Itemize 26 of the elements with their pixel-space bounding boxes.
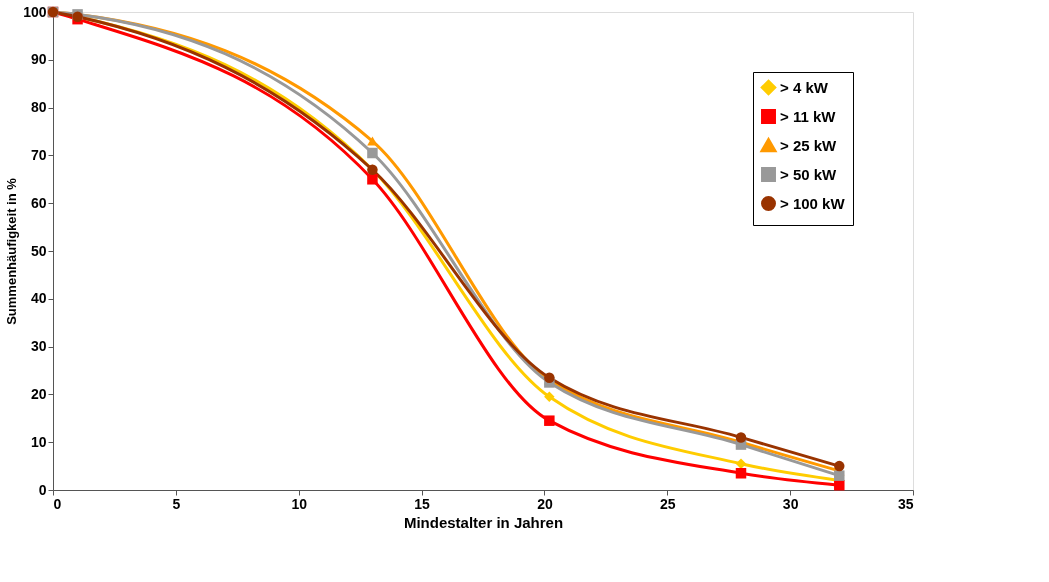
y-tick-label: 100 (23, 3, 47, 20)
legend-label: > 50 kW (780, 165, 838, 183)
legend-label: > 25 kW (780, 136, 838, 154)
y-tick-label: 0 (38, 481, 47, 498)
y-tick-label: 20 (30, 385, 47, 402)
y-tick-label: 50 (30, 242, 47, 259)
y-tick-label: 70 (30, 146, 47, 163)
x-tick-label: 0 (53, 495, 62, 512)
y-tick-label: 60 (30, 194, 47, 211)
x-tick-label: 25 (660, 495, 676, 512)
y-tick-label: 90 (30, 51, 47, 68)
x-tick-label: 15 (414, 495, 431, 512)
x-tick-label: 30 (782, 495, 799, 512)
x-tick-label: 10 (291, 495, 308, 512)
x-tick-label: 5 (172, 495, 181, 512)
y-tick-label: 30 (30, 338, 47, 355)
y-tick-label: 10 (30, 433, 47, 450)
x-tick-label: 20 (537, 495, 553, 512)
x-axis-title: Mindestalter in Jahren (403, 513, 564, 531)
legend-label: > 11 kW (780, 107, 837, 125)
y-axis-title: Summenhäufigkeit in % (4, 177, 20, 325)
y-tick-label: 40 (30, 290, 47, 307)
legend-label: > 100 kW (780, 194, 846, 212)
y-tick-label: 80 (30, 99, 47, 116)
x-tick-label: 35 (897, 495, 914, 512)
legend-label: > 4 kW (780, 78, 829, 96)
